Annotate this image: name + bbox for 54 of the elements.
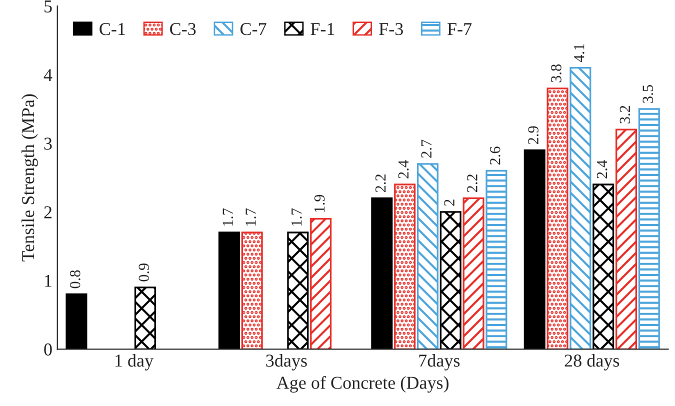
bar (371, 197, 393, 350)
data-label: 2.7 (421, 140, 432, 158)
legend-label: F-1 (310, 23, 334, 35)
legend-label: C-3 (170, 23, 196, 36)
legend-label: F-7 (448, 23, 472, 35)
data-label: 1.9 (314, 194, 325, 212)
x-axis-title: Age of Concrete (Days) (276, 376, 448, 393)
legend-label: C-7 (240, 23, 266, 36)
data-label: 0.9 (138, 263, 150, 282)
data-label: 2.4 (596, 160, 608, 178)
bar (524, 149, 546, 350)
data-label: 3.8 (551, 64, 562, 82)
bar (416, 163, 438, 350)
x-tick-label: 28 days (564, 354, 620, 370)
x-tick-label: 1 day (116, 354, 154, 370)
bar (592, 184, 614, 350)
legend-label: F-3 (379, 23, 403, 36)
bar (570, 67, 592, 350)
bar (546, 88, 568, 350)
bar (440, 211, 462, 350)
data-label: 0.8 (70, 270, 80, 288)
y-tick-label: 5 (44, 0, 52, 13)
data-label: 2.6 (490, 146, 500, 165)
data-label: 3.2 (620, 106, 630, 124)
bar (134, 286, 156, 350)
data-label: 1.7 (291, 208, 302, 226)
y-axis-title: Tensile Strength (MPa) (22, 94, 38, 262)
y-tick-label: 0 (44, 343, 52, 356)
data-label: 3.5 (642, 85, 654, 103)
y-tick-label: 1 (45, 274, 52, 287)
bar (66, 293, 88, 350)
data-label: 4.1 (574, 44, 584, 62)
bar (287, 232, 309, 350)
data-label: 2.2 (467, 174, 478, 192)
bar (638, 108, 660, 350)
bar (394, 184, 416, 350)
data-label: 2.9 (528, 126, 539, 144)
y-tick-label: 3 (44, 138, 52, 150)
data-label: 2.4 (398, 160, 409, 178)
y-tick-label: 4 (44, 69, 52, 81)
x-tick-label: 7days (419, 354, 460, 370)
bar (310, 218, 332, 350)
bar (486, 170, 508, 350)
y-tick-label: 2 (44, 206, 52, 218)
data-label: 2 (444, 200, 454, 206)
data-label: 1.7 (246, 208, 256, 226)
bar (615, 128, 638, 350)
data-label: 1.7 (222, 208, 234, 226)
data-label: 2.2 (375, 174, 386, 192)
bar (241, 232, 263, 350)
x-tick-label: 3days (266, 354, 307, 370)
bar (218, 232, 240, 350)
legend-label: C-1 (100, 23, 125, 36)
bar (462, 197, 484, 350)
